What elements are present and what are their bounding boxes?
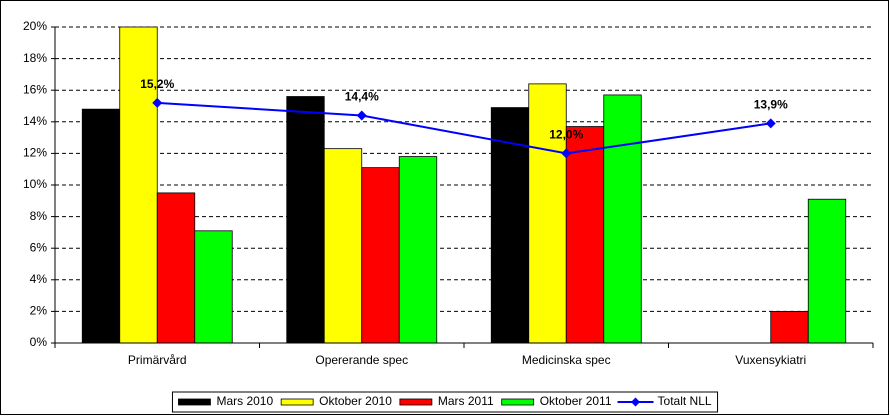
y-tick-label: 10% bbox=[23, 177, 47, 191]
x-tick-label: Opererande spec bbox=[315, 353, 408, 367]
y-tick-label: 16% bbox=[23, 82, 47, 96]
legend-label: Oktober 2010 bbox=[319, 394, 392, 408]
bar bbox=[528, 83, 567, 344]
legend: Mars 2010 Oktober 2010 Mars 2011 Oktober 20… bbox=[171, 391, 719, 413]
data-label: 13,9% bbox=[754, 98, 788, 112]
legend-label: Oktober 2011 bbox=[540, 394, 612, 408]
bar bbox=[807, 198, 847, 344]
legend-item: Mars 2010 bbox=[178, 394, 273, 408]
legend-swatch bbox=[178, 398, 211, 406]
bar bbox=[361, 167, 400, 344]
plot-area: 0% 2% 4% 6% 8% 10% 12% 14% 16% 18% 20% Primärvård Op… bbox=[23, 19, 874, 367]
bar bbox=[81, 108, 121, 344]
line-marker bbox=[561, 148, 572, 159]
legend-item: Totalt NLL bbox=[617, 394, 712, 408]
line-marker bbox=[356, 110, 367, 121]
y-tick-label: 2% bbox=[30, 304, 48, 318]
x-tick-label: Medicinska spec bbox=[522, 353, 611, 367]
bar bbox=[323, 148, 363, 344]
legend-swatch bbox=[280, 398, 314, 406]
x-tick-label: Primärvård bbox=[128, 353, 187, 367]
data-label: 12,0% bbox=[549, 128, 583, 142]
bar bbox=[286, 96, 325, 344]
y-tick-label: 6% bbox=[30, 240, 48, 254]
bar bbox=[398, 156, 438, 344]
legend-label: Mars 2010 bbox=[216, 394, 273, 408]
data-label: 15,2% bbox=[140, 77, 174, 91]
legend-swatch bbox=[631, 397, 641, 407]
y-tick-label: 12% bbox=[23, 146, 47, 160]
line-marker bbox=[152, 97, 163, 108]
x-tick-label: Vuxensykiatri bbox=[735, 353, 806, 367]
line bbox=[157, 101, 771, 155]
legend-item: Oktober 2011 bbox=[501, 394, 612, 408]
bar bbox=[194, 230, 233, 344]
legend-label: Totalt NLL bbox=[658, 394, 712, 408]
data-label: 14,4% bbox=[345, 90, 379, 104]
legend-box bbox=[171, 391, 719, 413]
legend-label: Mars 2011 bbox=[438, 394, 494, 408]
bar bbox=[156, 192, 196, 344]
y-tick-label: 4% bbox=[30, 272, 48, 286]
bar bbox=[565, 126, 605, 344]
legend-swatch bbox=[501, 398, 535, 406]
bar bbox=[119, 26, 158, 344]
y-tick-label: 20% bbox=[23, 19, 47, 33]
y-tick-label: 18% bbox=[23, 51, 47, 65]
bar bbox=[770, 310, 809, 344]
legend-item: Oktober 2010 bbox=[280, 394, 392, 408]
bar bbox=[603, 94, 642, 344]
legend-item: Mars 2011 bbox=[399, 394, 494, 408]
y-tick-label: 14% bbox=[23, 114, 47, 128]
line-marker bbox=[765, 118, 776, 129]
y-tick-label: 8% bbox=[30, 209, 48, 223]
y-tick-label: 0% bbox=[30, 335, 48, 349]
legend-swatch bbox=[399, 398, 433, 406]
